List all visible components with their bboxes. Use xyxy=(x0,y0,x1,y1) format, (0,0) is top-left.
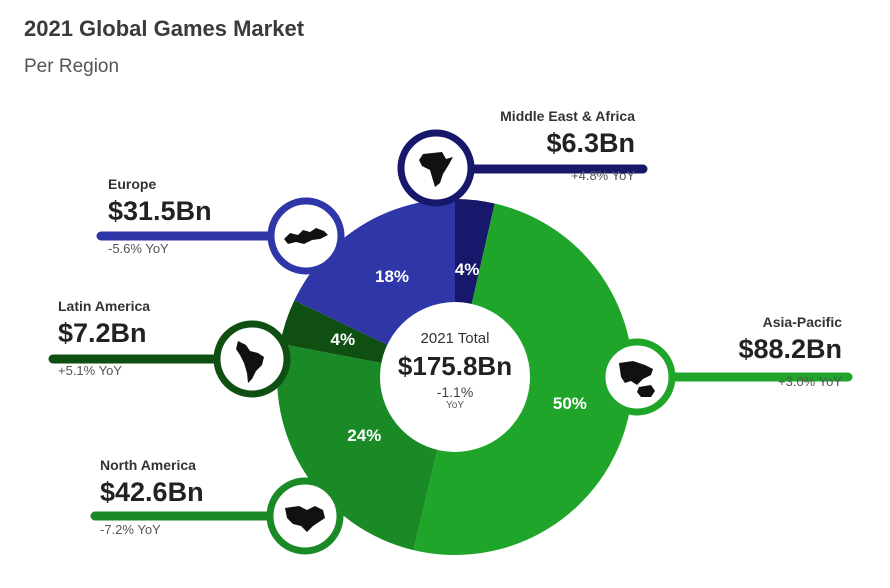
region-label-north-america: North America $42.6Bn -7.2% YoY xyxy=(100,457,204,537)
slice-percent-label: 24% xyxy=(347,425,382,445)
donut-hole xyxy=(380,302,530,452)
region-yoy: -5.6% YoY xyxy=(108,241,169,256)
region-value: $88.2Bn xyxy=(738,334,842,364)
region-value: $7.2Bn xyxy=(58,318,147,348)
europe-icon xyxy=(267,197,345,275)
chart-subtitle: Per Region xyxy=(24,56,120,77)
region-value: $42.6Bn xyxy=(100,477,204,507)
region-yoy: +4.8% YoY xyxy=(571,168,635,183)
region-yoy: -7.2% YoY xyxy=(100,522,161,537)
north-america-icon xyxy=(266,477,344,555)
region-label-europe: Europe $31.5Bn -5.6% YoY xyxy=(108,176,212,256)
region-yoy: +5.1% YoY xyxy=(58,363,122,378)
region-name: Middle East & Africa xyxy=(500,108,635,124)
slice-percent-label: 50% xyxy=(552,393,587,413)
slice-percent-label: 4% xyxy=(454,259,480,279)
region-label-middle-east-africa: Middle East & Africa $6.3Bn +4.8% YoY xyxy=(460,108,635,183)
center-total: 2021 Total $175.8Bn -1.1% YoY xyxy=(385,330,525,411)
region-name: North America xyxy=(100,457,196,473)
region-label-asia-pacific: Asia-Pacific $88.2Bn +3.0% YoY xyxy=(660,314,842,389)
region-name: Latin America xyxy=(58,298,151,314)
total-value: $175.8Bn xyxy=(397,351,513,381)
region-name: Europe xyxy=(108,176,157,192)
slice-percent-label: 18% xyxy=(375,267,410,287)
latin-america-icon xyxy=(213,320,291,398)
region-yoy: +3.0% YoY xyxy=(778,374,842,389)
chart-title: 2021 Global Games Market xyxy=(24,16,305,41)
asia-pacific-icon xyxy=(598,338,676,416)
africa-icon xyxy=(397,129,475,207)
total-change: -1.1% xyxy=(436,384,474,400)
region-name: Asia-Pacific xyxy=(762,314,842,330)
region-label-latin-america: Latin America $7.2Bn +5.1% YoY xyxy=(58,298,150,378)
total-label: 2021 Total xyxy=(420,330,490,347)
region-value: $31.5Bn xyxy=(108,196,212,226)
region-value: $6.3Bn xyxy=(546,128,635,158)
total-change-unit: YoY xyxy=(446,400,464,411)
slice-percent-label: 4% xyxy=(330,330,356,350)
